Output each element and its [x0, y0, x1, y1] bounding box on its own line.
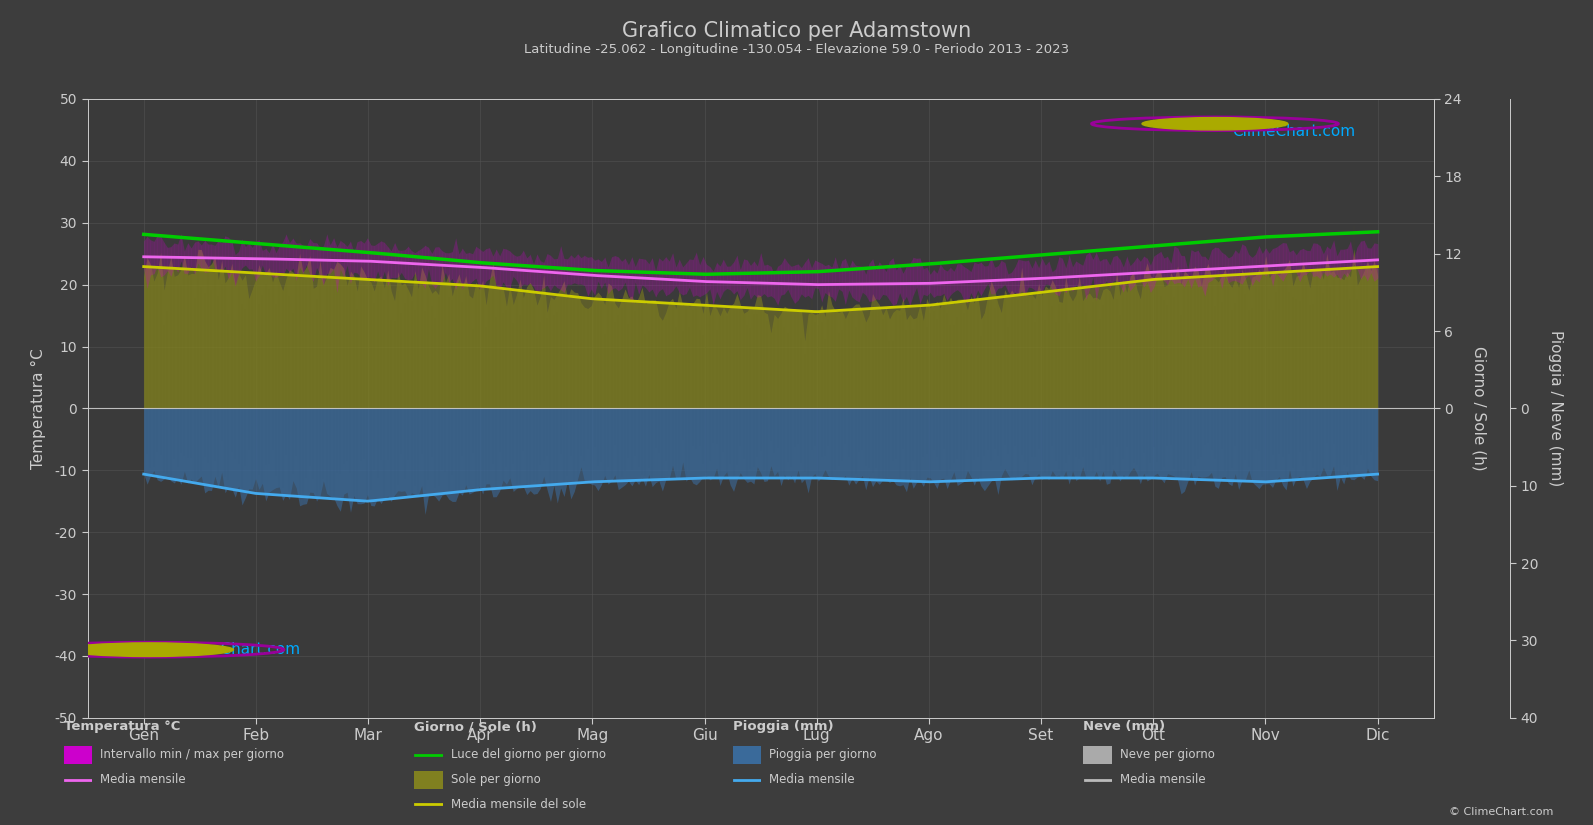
Text: Intervallo min / max per giorno: Intervallo min / max per giorno: [100, 748, 285, 761]
Text: Neve (mm): Neve (mm): [1083, 720, 1166, 733]
Text: Temperatura °C: Temperatura °C: [64, 720, 180, 733]
Text: ClimeChart.com: ClimeChart.com: [1231, 124, 1356, 139]
Text: Pioggia (mm): Pioggia (mm): [733, 720, 833, 733]
Text: Sole per giorno: Sole per giorno: [451, 773, 540, 786]
Y-axis label: Pioggia / Neve (mm): Pioggia / Neve (mm): [1548, 330, 1563, 487]
Ellipse shape: [1142, 117, 1287, 130]
Text: Media mensile: Media mensile: [100, 773, 186, 786]
Text: Giorno / Sole (h): Giorno / Sole (h): [414, 720, 537, 733]
Text: Pioggia per giorno: Pioggia per giorno: [769, 748, 876, 761]
Text: Luce del giorno per giorno: Luce del giorno per giorno: [451, 748, 605, 761]
Ellipse shape: [65, 643, 234, 657]
Text: Media mensile: Media mensile: [1120, 773, 1206, 786]
Text: Neve per giorno: Neve per giorno: [1120, 748, 1215, 761]
Text: © ClimeChart.com: © ClimeChart.com: [1448, 807, 1553, 817]
Text: Latitudine -25.062 - Longitudine -130.054 - Elevazione 59.0 - Periodo 2013 - 202: Latitudine -25.062 - Longitudine -130.05…: [524, 43, 1069, 56]
Text: ClimeChart.com: ClimeChart.com: [177, 642, 301, 658]
Text: Media mensile del sole: Media mensile del sole: [451, 798, 586, 811]
Y-axis label: Temperatura °C: Temperatura °C: [32, 348, 46, 469]
Text: Media mensile: Media mensile: [769, 773, 855, 786]
Text: Grafico Climatico per Adamstown: Grafico Climatico per Adamstown: [621, 21, 972, 40]
Y-axis label: Giorno / Sole (h): Giorno / Sole (h): [1472, 346, 1486, 471]
